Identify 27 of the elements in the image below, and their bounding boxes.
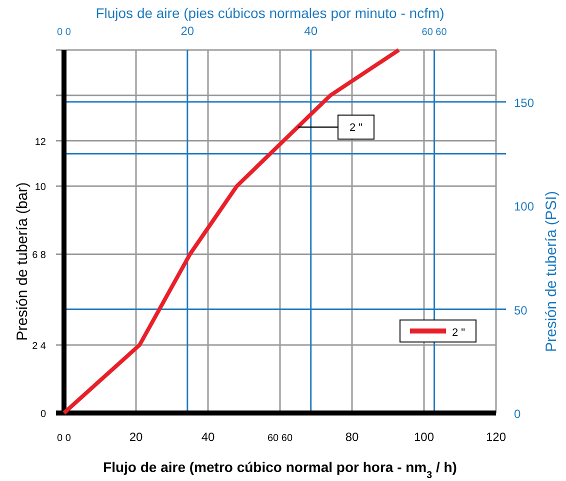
x-tick-label: 120: [486, 430, 506, 444]
x-tick-label: 80: [345, 430, 359, 444]
x-tick-label: 20: [129, 430, 143, 444]
x-tick-label: 60 60: [267, 433, 293, 444]
y2-tick-label: 100: [514, 200, 534, 214]
y-tick-label: 12: [34, 136, 46, 148]
y2-tick-label: 150: [514, 96, 534, 110]
y-tick-label: 10: [34, 182, 46, 194]
x2-tick-label: 20: [180, 24, 194, 38]
y2-tick-label: 50: [514, 303, 528, 318]
y2-axis-title: Presión de tubería (PSI): [543, 191, 560, 352]
legend-label: 2 ": [452, 327, 466, 339]
y-tick-label: 2 4: [32, 340, 46, 352]
x-axis-title: Flujo de aire (metro cúbico normal por hora - nm$_{3}$/ h): [103, 459, 457, 480]
x-tick-label: 100: [414, 430, 434, 444]
x-tick-label: 40: [201, 430, 215, 444]
x2-axis-title: Flujos de aire (pies cúbicos normales por minuto - ncfm): [96, 5, 444, 21]
y-tick-label: 6 8: [32, 250, 46, 262]
y-tick-label: 0: [40, 409, 46, 420]
x2-tick-label: 0 0: [57, 27, 72, 38]
x2-tick-label: 60 60: [422, 27, 448, 38]
x-tick-label: 0 0: [57, 433, 72, 444]
y-axis-title: Presión de tubería (bar): [14, 182, 31, 341]
line-series: [62, 48, 401, 415]
x2-tick-label: 40: [304, 24, 318, 38]
annotation: 2 ": [349, 122, 363, 134]
y2-tick-label: 0: [514, 407, 521, 421]
